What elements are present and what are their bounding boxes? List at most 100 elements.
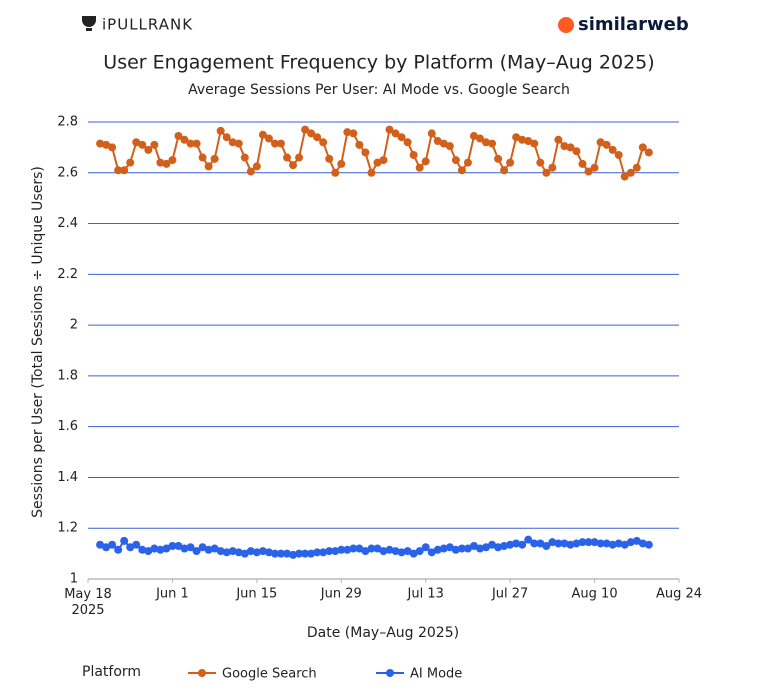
y-tick-label: 2.8 [57,115,78,130]
brand-right-logo [558,17,574,33]
legend-marker [386,669,394,677]
data-point [463,158,472,167]
data-point [355,544,364,553]
data-point [216,126,225,135]
data-point [512,539,521,548]
data-point [264,134,273,143]
data-point [439,544,448,553]
data-point [397,548,406,557]
data-point [156,158,165,167]
data-point [536,539,545,548]
data-point [343,545,352,554]
data-point [150,140,159,149]
data-point [313,133,322,142]
data-point [204,162,213,171]
data-point [602,539,611,548]
data-point [331,168,340,177]
data-point [500,166,509,175]
data-point [126,158,135,167]
data-point [258,130,267,139]
data-point [518,540,527,549]
y-tick-label: 2 [70,318,78,333]
data-point [433,137,442,146]
y-tick-label: 2.6 [57,165,78,180]
data-point [512,133,521,142]
brand-left-logo [82,16,96,31]
data-point [560,539,569,548]
x-tick-label: Jun 1 [155,587,189,602]
data-point [403,138,412,147]
x-axis-label: Date (May–Aug 2025) [307,625,459,641]
data-point [463,544,472,553]
brand-left: iPULLRANK [102,16,193,34]
data-point [548,163,557,172]
data-point [174,541,183,550]
data-point [144,145,153,154]
data-point [204,545,213,554]
data-point [445,543,454,552]
data-point [421,157,430,166]
legend-label: Google Search [222,667,317,682]
data-point [566,540,575,549]
data-point [572,147,581,156]
data-point [295,549,304,558]
data-point [584,538,593,547]
data-point [494,543,503,552]
data-point [451,545,460,554]
data-point [542,541,551,550]
chart-subtitle: Average Sessions Per User: AI Mode vs. G… [188,82,570,98]
data-point [644,148,653,157]
data-point [409,549,418,558]
data-point [403,547,412,556]
data-point [475,544,484,553]
data-point [289,161,298,170]
data-point [102,543,111,552]
y-tick-label: 2.4 [57,216,78,231]
data-point [614,151,623,160]
data-point [427,548,436,557]
data-point [578,159,587,168]
data-point [132,138,141,147]
data-point [240,549,249,558]
data-point [433,545,442,554]
data-point [307,129,316,138]
data-point [578,538,587,547]
data-point [270,549,279,558]
data-point [228,138,237,147]
data-point [530,139,539,148]
y-tick-label: 1.8 [57,368,78,383]
y-tick-label: 2.2 [57,267,78,282]
data-point [186,543,195,552]
data-point [361,148,370,157]
data-point [168,156,177,165]
data-point [222,133,231,142]
data-point [385,125,394,134]
data-point [126,543,135,552]
data-point [572,539,581,548]
data-point [138,140,147,149]
data-point [192,139,201,148]
data-point [355,140,364,149]
data-point [319,548,328,557]
data-point [367,168,376,177]
data-point [536,158,545,167]
data-point [96,139,105,148]
data-point [421,543,430,552]
data-point [482,543,491,552]
data-point [638,539,647,548]
data-point [337,545,346,554]
legend-marker [198,669,206,677]
data-point [602,140,611,149]
y-tick-label: 1.4 [57,470,78,485]
data-point [186,139,195,148]
data-point [590,163,599,172]
data-point [632,163,641,172]
data-point [114,545,123,554]
data-point [620,172,629,181]
data-point [198,153,207,162]
data-point [632,536,641,545]
x-tick-label: Jun 15 [235,587,277,602]
data-point [590,538,599,547]
data-point [566,143,575,152]
data-point [337,159,346,168]
